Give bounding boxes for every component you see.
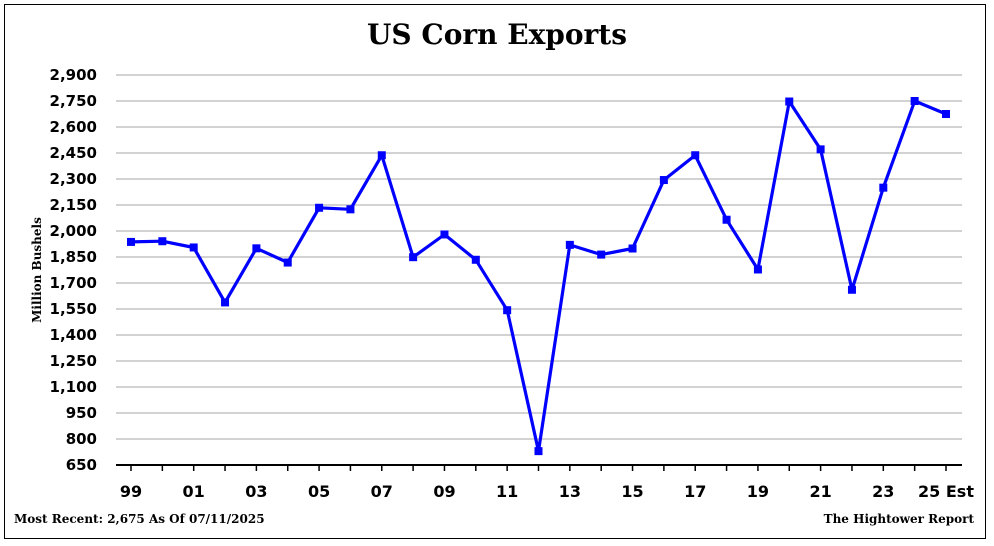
y-tick-label: 1,550 [50,300,97,318]
x-tick-labels: 99 01 03 05 07 09 11 13 15 17 19 21 23 25 Est [120,482,974,501]
data-point [722,215,731,224]
x-tick-label: 13 [559,482,581,501]
x-tick-label: 09 [433,482,455,501]
data-point [942,110,950,118]
x-tick-label: 25 Est [918,482,974,501]
data-point [346,205,355,214]
x-tick-label: 99 [120,482,142,501]
data-point [377,151,386,160]
data-point [565,240,574,249]
data-point [753,265,762,274]
y-tick-labels: 650 800 950 1,100 1,250 1,400 1,550 1,700 1,850 2… [50,66,97,474]
data-point [440,230,449,239]
data-point [409,253,418,262]
x-tick-label: 11 [496,482,518,501]
grid-lines [116,74,962,466]
data-point [471,255,480,264]
chart-title: US Corn Exports [367,18,627,51]
x-tick-label: 07 [371,482,393,501]
x-tick-label: 01 [183,482,205,501]
series-line [130,99,947,453]
y-tick-label: 1,400 [50,326,97,344]
most-recent-note: Most Recent: 2,675 As Of 07/11/2025 [14,512,265,526]
data-point [503,306,512,315]
x-tick-label: 03 [245,482,267,501]
chart-frame [4,4,986,539]
data-point [628,244,637,253]
x-tick-label: 15 [621,482,643,501]
y-tick-label: 2,900 [50,66,97,84]
data-point [910,97,919,105]
data-point [158,237,167,246]
data-point [221,298,230,307]
data-point [659,176,668,185]
y-tick-label: 950 [66,404,97,422]
data-point [785,97,794,106]
data-point [534,447,543,456]
x-tick-label: 23 [872,482,894,501]
y-tick-label: 2,600 [50,118,97,136]
data-point [597,250,606,259]
y-tick-label: 650 [66,456,97,474]
x-tick-label: 21 [809,482,831,501]
data-point [816,145,825,154]
y-tick-label: 2,000 [50,222,97,240]
y-tick-label: 800 [66,430,97,448]
y-tick-label: 2,300 [50,170,97,188]
y-tick-label: 2,150 [50,196,97,214]
source-credit: The Hightower Report [823,512,974,526]
data-point [189,243,198,252]
x-tick-label: 17 [684,482,706,501]
x-axis [116,464,962,471]
data-point [691,151,700,160]
y-tick-label: 2,450 [50,144,97,162]
y-tick-label: 2,750 [50,92,97,110]
y-tick-label: 1,850 [50,248,97,266]
y-tick-label: 1,100 [50,378,97,396]
data-point [127,237,135,246]
data-point [252,244,261,253]
data-point [283,258,292,267]
data-point [879,183,888,192]
y-tick-label: 1,700 [50,274,97,292]
data-point [315,203,324,212]
data-point [847,285,856,294]
y-tick-label: 1,250 [50,352,97,370]
x-tick-label: 05 [308,482,330,501]
series-group [127,97,950,456]
x-tick-label: 19 [747,482,769,501]
